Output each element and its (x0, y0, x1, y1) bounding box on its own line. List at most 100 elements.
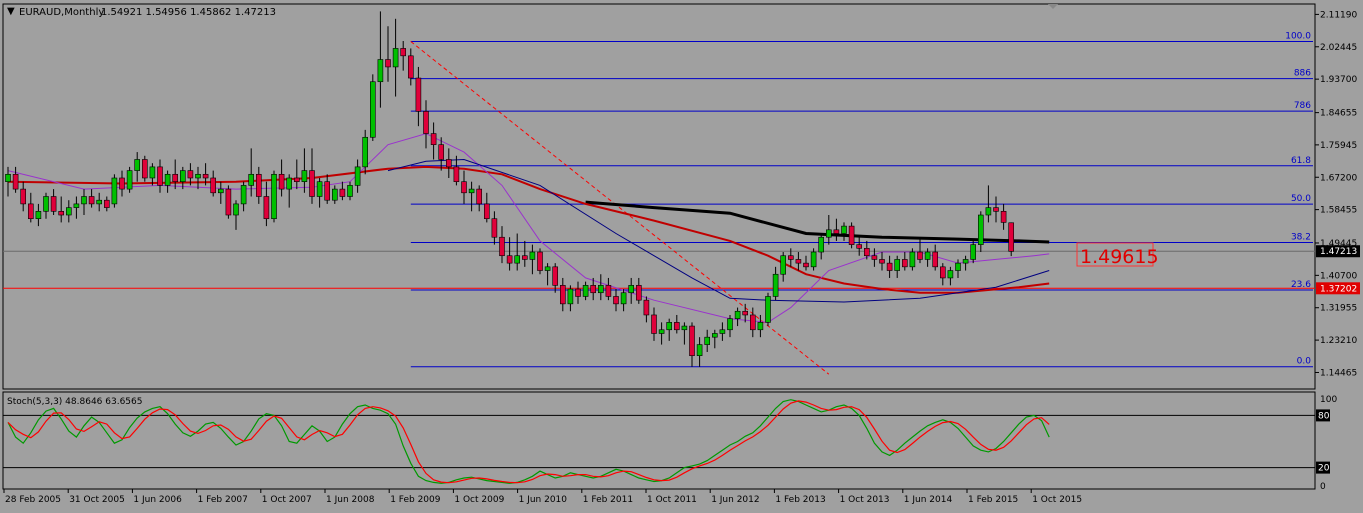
candle-body (544, 266, 551, 271)
candle-body (879, 259, 885, 264)
candle-body (833, 229, 840, 234)
fib-level-label: 100.0 (1285, 32, 1311, 42)
candle-body (909, 251, 916, 268)
candle-body (453, 166, 460, 182)
candle-body (301, 170, 308, 182)
candle-body (27, 203, 34, 220)
candle-body (567, 288, 574, 305)
candle-body (962, 259, 969, 264)
candle-body (673, 322, 680, 331)
candle-body (202, 173, 209, 179)
price-tick-label: 2.11190 (1320, 10, 1357, 20)
price-tick-label: 1.75945 (1320, 141, 1357, 151)
candle-body (476, 188, 483, 205)
candle-body (825, 229, 832, 238)
time-tick-label: 1 Feb 2011 (583, 495, 633, 505)
ohlc-values: 1.54921 1.54956 1.45862 1.47213 (101, 7, 276, 18)
candle-body (947, 270, 954, 279)
candle-body (142, 159, 148, 179)
candle-body (468, 188, 475, 194)
moving-average-navy (387, 158, 1050, 303)
candle-body (803, 262, 809, 268)
price-tick-label: 1.67200 (1320, 173, 1357, 183)
symbol-label: EURAUD,Monthly (19, 7, 104, 18)
stoch-axis-label: 0 (1320, 482, 1326, 492)
candle-body (96, 199, 102, 205)
support-price-label: 1.37202 (1320, 284, 1357, 294)
fib-level-label: 786 (1294, 101, 1311, 111)
candle-body (392, 48, 399, 68)
main-plot-frame (2, 3, 1316, 390)
candle-body (483, 203, 490, 220)
candle-body (856, 244, 863, 249)
candle-body (263, 196, 270, 220)
candle-body (749, 314, 756, 331)
candle-body (977, 214, 984, 245)
time-axis: 28 Feb 2005 31 Oct 2005 1 Jun 2006 1 Feb 20… (3, 489, 1082, 505)
overlay-lines (3, 41, 1315, 375)
candle-body (901, 259, 908, 268)
candle-body (88, 196, 95, 205)
shift-marker-icon[interactable] (1048, 4, 1058, 9)
candle-body (521, 255, 528, 260)
candle-body (157, 166, 163, 186)
price-axis: 2.11190 2.02445 1.93700 1.84655 1.75945 1.672… (1315, 10, 1360, 378)
candle-body (719, 329, 726, 334)
candle-body (1000, 211, 1007, 223)
candle-body (932, 251, 939, 268)
candle-body (643, 299, 650, 316)
time-tick-label: 1 Jun 2012 (711, 495, 759, 505)
candle-body (385, 59, 391, 68)
candle-body (119, 177, 125, 190)
candle-body (559, 285, 566, 305)
candle-body (795, 259, 802, 264)
candle-body (324, 181, 331, 201)
candle-body (1008, 222, 1015, 252)
fibonacci-retracement[interactable]: 100.0 886 786 61.8 50.0 38.2 23.6 0.0 (410, 32, 1313, 368)
time-tick-label: 1 Feb 2009 (390, 495, 441, 505)
candle-body (993, 207, 999, 212)
candle-body (180, 170, 186, 182)
candle-body (134, 159, 140, 171)
candle-body (248, 173, 254, 186)
time-tick-label: 1 Oct 2013 (840, 495, 890, 505)
candle-body (35, 211, 42, 220)
candle-body (552, 266, 559, 286)
candle-body (772, 273, 779, 297)
stoch-signal-line (7, 400, 1050, 484)
candle-body (225, 188, 232, 216)
price-tick-label: 1.93700 (1320, 75, 1357, 85)
candle-body (218, 188, 224, 194)
candle-body (894, 259, 901, 271)
candle-body (278, 173, 285, 190)
candle-body (848, 225, 855, 245)
price-tick-label: 1.40700 (1320, 271, 1357, 281)
candle-body (689, 325, 695, 356)
fib-level-label: 23.6 (1291, 280, 1311, 290)
candle-body (696, 344, 703, 356)
candle-body (765, 296, 771, 323)
price-tick-label: 1.49445 (1320, 239, 1357, 249)
candle-body (917, 251, 923, 260)
price-tick-label: 1.31955 (1320, 304, 1357, 314)
price-tick-label: 1.84655 (1320, 109, 1357, 119)
candle-body (605, 285, 612, 297)
price-tick-label: 1.14465 (1320, 368, 1357, 378)
price-callout-box[interactable] (1076, 242, 1154, 267)
candle-body (164, 173, 171, 186)
candle-body (635, 285, 642, 301)
candle-body (187, 170, 194, 179)
candle-body (354, 166, 361, 186)
time-tick-label: 1 Oct 2009 (454, 495, 504, 505)
moving-average-red (7, 165, 1050, 294)
collapse-arrow-icon[interactable]: ▼ (7, 6, 15, 17)
stoch-main-line (7, 399, 1050, 484)
candle-body (787, 255, 794, 260)
stochastic-oscillator: 100 80 20 0 (3, 395, 1337, 492)
candle-body (818, 236, 825, 253)
stoch-axis-label: 20 (1318, 464, 1330, 474)
candle-body (939, 266, 946, 279)
candle-body (742, 310, 749, 316)
